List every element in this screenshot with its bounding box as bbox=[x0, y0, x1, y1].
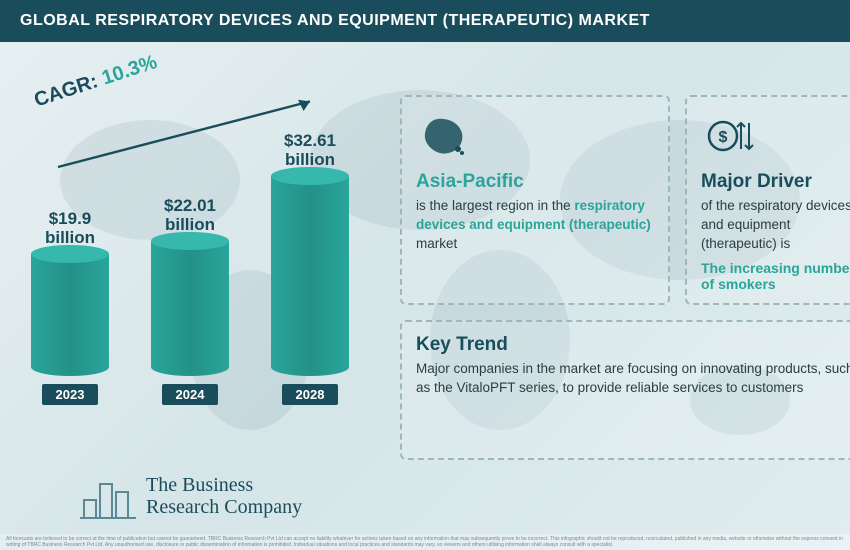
bar-value-label: $32.61billion bbox=[284, 131, 336, 170]
trend-box: Key Trend Major companies in the market … bbox=[400, 320, 850, 460]
region-box: Asia-Pacific is the largest region in th… bbox=[400, 95, 670, 305]
bar-cylinder bbox=[271, 176, 349, 376]
bar-value-label: $19.9billion bbox=[45, 209, 95, 248]
cagr-label: CAGR: 10.3% bbox=[31, 51, 160, 112]
bar-cylinder bbox=[151, 241, 229, 376]
asia-map-icon bbox=[416, 109, 470, 163]
cagr-prefix: CAGR: bbox=[31, 69, 105, 112]
bar-year-label: 2023 bbox=[42, 384, 99, 405]
title-bar: GLOBAL RESPIRATORY DEVICES AND EQUIPMENT… bbox=[0, 0, 850, 42]
logo-line1: The Business bbox=[146, 474, 302, 496]
page-title: GLOBAL RESPIRATORY DEVICES AND EQUIPMENT… bbox=[20, 12, 650, 30]
region-body: is the largest region in the respiratory… bbox=[416, 197, 654, 254]
region-body-pre: is the largest region in the bbox=[416, 198, 574, 213]
bar-value-label: $22.01billion bbox=[164, 196, 216, 235]
trend-body: Major companies in the market are focusi… bbox=[416, 360, 850, 398]
svg-text:$: $ bbox=[719, 129, 728, 146]
bar-cylinder bbox=[31, 254, 109, 376]
bar-group: $32.61billion 2028 bbox=[260, 131, 360, 405]
region-title: Asia-Pacific bbox=[416, 171, 654, 193]
logo-bars-icon bbox=[80, 470, 136, 522]
logo-line2: Research Company bbox=[146, 496, 302, 518]
bar-year-label: 2028 bbox=[282, 384, 339, 405]
bar-group: $22.01billion 2024 bbox=[140, 196, 240, 405]
trend-title: Key Trend bbox=[416, 334, 850, 356]
growth-chart: CAGR: 10.3% $19.9billion2023$22.01billio… bbox=[0, 55, 380, 425]
driver-box: $ Major Driver of the respiratory device… bbox=[685, 95, 850, 305]
logo-text: The Business Research Company bbox=[146, 474, 302, 518]
driver-body: of the respiratory devices and equipment… bbox=[701, 197, 850, 254]
company-logo: The Business Research Company bbox=[80, 470, 302, 522]
disclaimer-text: All forecasts are believed to be correct… bbox=[0, 534, 850, 550]
cagr-value: 10.3% bbox=[99, 51, 160, 89]
driver-highlight: The increasing number of smokers bbox=[701, 260, 850, 292]
bars-container: $19.9billion 2023 $22.01billion 2024 $32.61b… bbox=[10, 115, 370, 405]
bar-group: $19.9billion 2023 bbox=[20, 209, 120, 405]
dollar-arrows-icon: $ bbox=[701, 109, 755, 163]
bar-year-label: 2024 bbox=[162, 384, 219, 405]
driver-title: Major Driver bbox=[701, 171, 850, 193]
region-body-post: market bbox=[416, 236, 457, 251]
